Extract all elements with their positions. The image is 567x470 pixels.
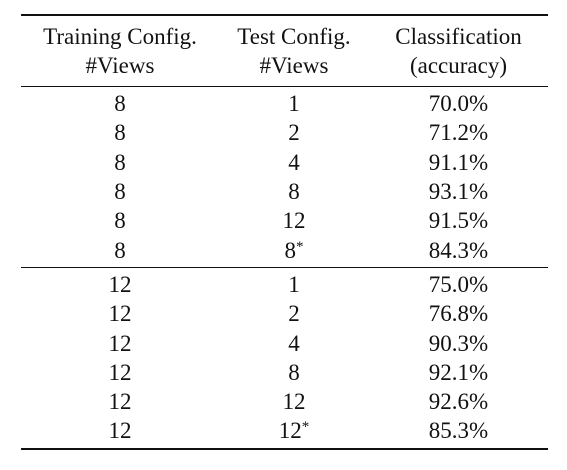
cell-test-views: 8: [219, 177, 369, 206]
test-views-value: 8: [288, 179, 300, 205]
results-table: Training Config. #Views Test Config. #Vi…: [21, 14, 548, 450]
cell-training-views: 12: [108, 418, 132, 444]
header-test-config: Test Config. #Views: [219, 16, 369, 86]
cell-accuracy: 85.3%: [428, 418, 489, 444]
cell-test-views: 2: [219, 118, 369, 147]
cell-training-views: 12: [108, 301, 132, 327]
cell-accuracy: 91.5%: [428, 208, 489, 234]
table-row: 12 12 92.6%: [21, 387, 548, 416]
header-test-config-line2: #Views: [259, 53, 329, 78]
bottom-rule: [21, 447, 548, 450]
table-row: 12 1 75.0%: [21, 270, 548, 299]
test-views-value: 8: [284, 237, 297, 263]
cell-training-views: 8: [114, 91, 126, 117]
cell-test-views: 8*: [219, 236, 369, 265]
table-row: 8 1 70.0%: [21, 89, 548, 118]
cell-training-views: 12: [108, 330, 132, 356]
group-separator-rule: [21, 266, 548, 268]
header-training-config: Training Config. #Views: [21, 16, 219, 86]
test-views-value: 12: [282, 389, 306, 415]
cell-test-views: 1: [219, 270, 369, 299]
cell-test-views: 4: [219, 148, 369, 177]
table-row: 8 8* 84.3%: [21, 235, 548, 264]
cell-test-views: 1: [219, 89, 369, 118]
table-row: 12 12* 85.3%: [21, 416, 548, 445]
table-row: 8 4 91.1%: [21, 148, 548, 177]
cell-test-views: 4: [219, 329, 369, 358]
cell-accuracy: 70.0%: [428, 91, 489, 117]
cell-accuracy: 71.2%: [428, 120, 489, 146]
cell-training-views: 12: [108, 359, 132, 385]
test-views-mark: *: [296, 238, 304, 255]
cell-accuracy: 92.1%: [428, 359, 489, 385]
test-views-value: 12: [278, 418, 302, 444]
test-views-value: 4: [288, 149, 300, 175]
cell-training-views: 8: [114, 149, 126, 175]
cell-training-views: 12: [108, 271, 132, 297]
test-views-value: 4: [288, 330, 300, 356]
cell-training-views: 8: [114, 179, 126, 205]
header-classification-line2: (accuracy): [409, 53, 508, 78]
cell-test-views: 2: [219, 299, 369, 328]
cell-test-views: 8: [219, 358, 369, 387]
cell-accuracy: 91.1%: [428, 149, 489, 175]
header-training-config-line1: Training Config.: [43, 24, 197, 49]
group-train-8: 8 1 70.0% 8 2 71.2% 8 4 91.1% 8 8 93.1% 8 12 91.5% 8 8* 8…: [21, 87, 548, 267]
header-test-config-line1: Test Config.: [237, 24, 351, 49]
test-views-value: 2: [288, 120, 300, 146]
cell-test-views: 12: [219, 206, 369, 235]
header-training-config-line2: #Views: [85, 53, 155, 78]
table-row: 8 12 91.5%: [21, 206, 548, 235]
table-row: 12 8 92.1%: [21, 358, 548, 387]
cell-training-views: 8: [114, 208, 126, 234]
cell-accuracy: 76.8%: [428, 301, 489, 327]
cell-accuracy: 93.1%: [428, 179, 489, 205]
table-row: 8 8 93.1%: [21, 177, 548, 206]
header-rule: [21, 86, 548, 87]
header-row: Training Config. #Views Test Config. #Vi…: [21, 16, 548, 86]
cell-accuracy: 90.3%: [428, 330, 489, 356]
header-classification: Classification (accuracy): [369, 16, 548, 86]
header-classification-line1: Classification: [395, 24, 522, 49]
cell-accuracy: 92.6%: [428, 389, 489, 415]
cell-accuracy: 84.3%: [428, 237, 489, 263]
test-views-value: 12: [282, 208, 306, 234]
test-views-value: 8: [288, 359, 300, 385]
table-row: 12 4 90.3%: [21, 328, 548, 357]
cell-training-views: 8: [114, 120, 126, 146]
top-rule: [21, 14, 548, 16]
cell-test-views: 12*: [219, 416, 369, 445]
test-views-value: 2: [288, 301, 300, 327]
test-views-mark: *: [301, 419, 310, 436]
test-views-value: 1: [288, 271, 300, 297]
group-train-12: 12 1 75.0% 12 2 76.8% 12 4 90.3% 12 8 92.1% 12 12 92.6…: [21, 268, 548, 448]
table-row: 8 2 71.2%: [21, 118, 548, 147]
cell-training-views: 12: [108, 389, 132, 415]
cell-accuracy: 75.0%: [428, 271, 489, 297]
test-views-value: 1: [288, 91, 300, 117]
cell-training-views: 8: [114, 237, 126, 263]
cell-test-views: 12: [219, 387, 369, 416]
table-row: 12 2 76.8%: [21, 299, 548, 328]
